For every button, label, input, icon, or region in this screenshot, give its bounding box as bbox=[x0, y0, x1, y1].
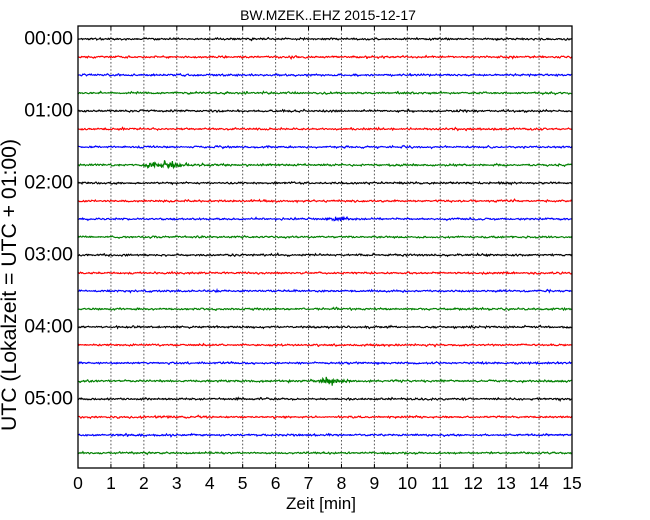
svg-text:04:00: 04:00 bbox=[24, 316, 73, 338]
svg-text:BW.MZEK..EHZ 2015-12-17: BW.MZEK..EHZ 2015-12-17 bbox=[240, 7, 416, 23]
svg-text:05:00: 05:00 bbox=[24, 388, 73, 410]
svg-text:9: 9 bbox=[370, 473, 380, 493]
svg-text:2: 2 bbox=[139, 473, 149, 493]
svg-text:02:00: 02:00 bbox=[24, 172, 73, 194]
svg-text:14: 14 bbox=[529, 473, 549, 493]
svg-text:13: 13 bbox=[496, 473, 515, 493]
svg-text:01:00: 01:00 bbox=[24, 100, 73, 122]
svg-text:00:00: 00:00 bbox=[24, 28, 73, 50]
svg-text:4: 4 bbox=[205, 473, 215, 493]
svg-text:3: 3 bbox=[172, 473, 182, 493]
svg-text:UTC (Lokalzeit = UTC + 01:00): UTC (Lokalzeit = UTC + 01:00) bbox=[0, 139, 21, 431]
svg-text:5: 5 bbox=[238, 473, 248, 493]
svg-text:11: 11 bbox=[431, 473, 449, 493]
svg-text:1: 1 bbox=[106, 473, 116, 493]
svg-text:7: 7 bbox=[304, 473, 314, 493]
svg-text:8: 8 bbox=[337, 473, 347, 493]
svg-text:6: 6 bbox=[271, 473, 281, 493]
svg-text:Zeit [min]: Zeit [min] bbox=[286, 494, 356, 513]
svg-text:03:00: 03:00 bbox=[24, 244, 73, 266]
svg-text:12: 12 bbox=[463, 473, 482, 493]
svg-text:15: 15 bbox=[562, 473, 581, 493]
svg-text:10: 10 bbox=[398, 473, 418, 493]
svg-text:0: 0 bbox=[73, 473, 83, 493]
